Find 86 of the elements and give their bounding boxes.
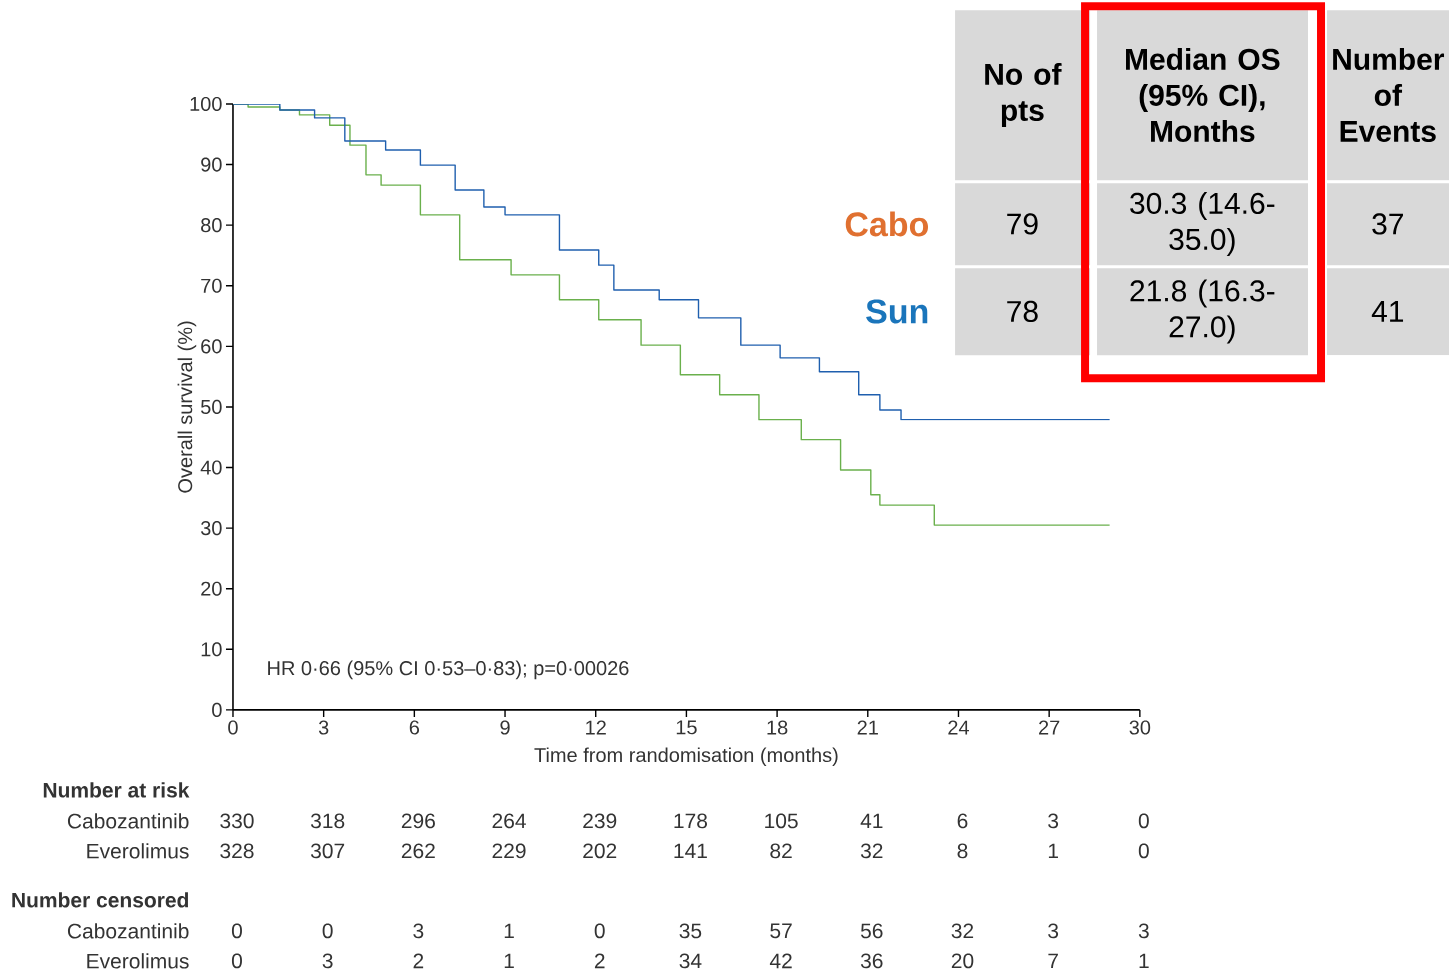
- text: Number at risk: [43, 782, 190, 798]
- text: 36: [860, 953, 883, 969]
- text: Cabozantinib: [67, 813, 189, 829]
- x-tick-label: 15: [676, 720, 697, 735]
- y-tick-label: 70: [201, 278, 222, 293]
- text: 1: [504, 953, 514, 969]
- text: Number censored: [12, 892, 189, 908]
- y-tick-label: 60: [201, 339, 222, 354]
- x-axis-title: Time from randomisation (months): [534, 747, 838, 767]
- text: 307: [310, 843, 345, 859]
- annotation: HR 0·66 (95% CI 0·53–0·83); p=0·00026: [268, 660, 629, 680]
- x-tick-label: 30: [1129, 720, 1151, 735]
- x-tick-label: 24: [948, 720, 970, 735]
- text: 34: [679, 953, 702, 969]
- text: 0: [1138, 843, 1149, 859]
- text: 202: [583, 843, 617, 859]
- text: 3: [322, 953, 333, 969]
- text: 0: [231, 953, 242, 969]
- annotation: Sun: [866, 299, 928, 324]
- text: 239: [583, 813, 617, 829]
- text: Everolimus: [87, 953, 189, 969]
- y-axis-title: Overall survival (%): [177, 321, 197, 493]
- x-tick-label: 3: [318, 720, 329, 735]
- text: Everolimus: [87, 843, 189, 859]
- text: 229: [492, 843, 526, 859]
- text: 1: [1139, 953, 1149, 969]
- text: 56: [860, 923, 883, 939]
- text: 2: [413, 953, 424, 969]
- x-tick-label: 9: [500, 720, 510, 735]
- text: 82: [770, 843, 792, 859]
- text: 3: [1048, 813, 1059, 829]
- annotation: No of pts: [985, 63, 1062, 127]
- text: 318: [310, 813, 345, 829]
- text: 3: [413, 923, 424, 939]
- x-tick-label: 27: [1039, 720, 1060, 735]
- y-tick-label: 40: [200, 460, 222, 475]
- text: 3: [1048, 923, 1059, 939]
- annotation: 30.3 (14.6-35.0): [1130, 192, 1275, 256]
- text: 41: [1371, 301, 1404, 322]
- y-tick-label: 0: [212, 702, 222, 717]
- text: 1: [1048, 843, 1058, 859]
- x-tick-label: 12: [586, 720, 606, 735]
- annotation: Median OS (95% CI), Months: [1126, 48, 1280, 143]
- text: 20: [951, 953, 974, 969]
- text: 57: [770, 923, 792, 939]
- text: 0: [594, 923, 605, 939]
- y-tick-label: 100: [190, 96, 222, 112]
- y-tick-label: 90: [201, 157, 222, 172]
- text: 0: [322, 923, 333, 939]
- text: 42: [769, 953, 792, 969]
- y-tick-label: 50: [201, 399, 222, 415]
- text: 41: [860, 813, 883, 829]
- x-tick-label: 18: [767, 720, 788, 735]
- text: Number of Events: [1333, 48, 1445, 143]
- text: 3: [1138, 923, 1149, 939]
- y-tick-label: 20: [201, 581, 222, 596]
- text: 264: [492, 813, 526, 829]
- text: 2: [594, 953, 605, 969]
- y-tick-label: 80: [201, 218, 222, 233]
- text: 296: [401, 813, 435, 829]
- text: 8: [957, 843, 968, 859]
- text: 262: [401, 843, 435, 859]
- text: 0: [231, 923, 242, 939]
- y-tick-label: 10: [201, 642, 222, 657]
- x-tick-label: 6: [409, 720, 420, 735]
- text: 330: [220, 813, 254, 829]
- annotation: 21.8 (16.3-27.0): [1130, 279, 1275, 344]
- y-tick-label: 30: [200, 521, 222, 536]
- text: 32: [951, 923, 974, 939]
- text: 37: [1372, 213, 1403, 235]
- text: 0: [1138, 813, 1149, 829]
- x-tick-label: 21: [857, 720, 878, 735]
- x-tick-label: 0: [228, 720, 238, 735]
- text: 105: [765, 813, 798, 829]
- annotation: 78: [1007, 300, 1038, 323]
- text: 35: [679, 923, 702, 939]
- annotation: Cabo: [845, 211, 929, 237]
- text: 1: [504, 923, 514, 939]
- text: 178: [674, 813, 707, 829]
- annotation: 79: [1007, 213, 1038, 235]
- text: 32: [860, 843, 883, 859]
- text: Cabozantinib: [67, 923, 189, 939]
- text: 328: [220, 843, 254, 859]
- text: 141: [674, 843, 707, 859]
- text: 7: [1048, 953, 1058, 969]
- text: 6: [957, 813, 968, 829]
